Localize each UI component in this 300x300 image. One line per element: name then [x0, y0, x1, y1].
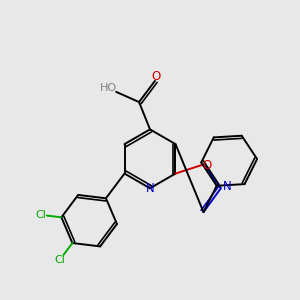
Text: Cl: Cl	[54, 255, 65, 265]
Text: N: N	[146, 182, 154, 195]
Text: HO: HO	[99, 83, 116, 93]
Text: Cl: Cl	[35, 210, 46, 220]
Text: O: O	[202, 159, 212, 172]
Text: N: N	[223, 180, 232, 193]
Text: O: O	[152, 70, 161, 83]
